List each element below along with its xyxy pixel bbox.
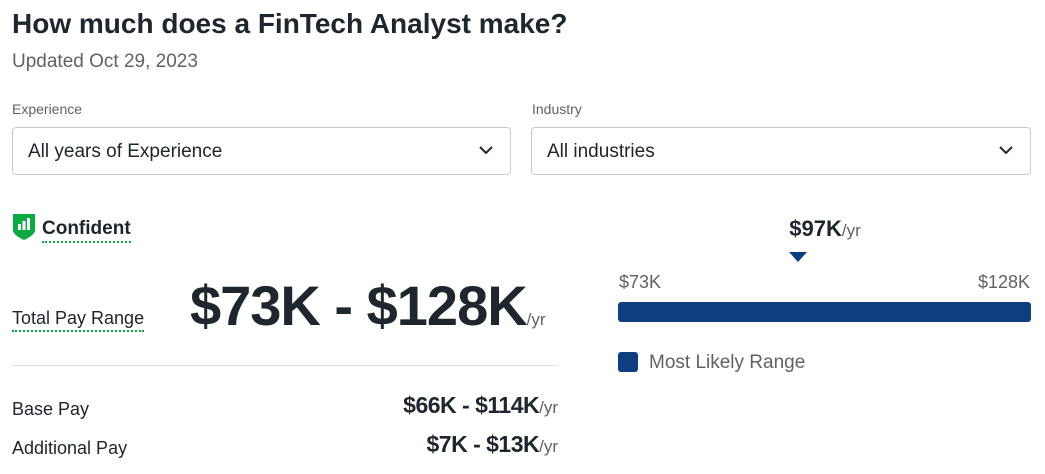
confidence-label[interactable]: Confident bbox=[42, 218, 131, 243]
legend-swatch bbox=[618, 352, 638, 372]
total-pay-value: $73K - $128K bbox=[190, 274, 528, 337]
additional-pay-label: Additional Pay bbox=[12, 438, 128, 458]
updated-date: Updated Oct 29, 2023 bbox=[12, 51, 198, 72]
industry-select-value: All industries bbox=[547, 141, 655, 162]
range-max-label: $128K bbox=[977, 272, 1030, 292]
median-pay: $97K/yr bbox=[780, 216, 870, 242]
base-pay-range: $66K - $114K/yr bbox=[403, 392, 558, 419]
chevron-down-icon bbox=[479, 146, 493, 155]
total-pay-range: $73K - $128K/yr bbox=[190, 278, 546, 334]
experience-filter-label: Experience bbox=[12, 101, 83, 117]
total-pay-unit: /yr bbox=[526, 310, 546, 329]
experience-select-value: All years of Experience bbox=[28, 141, 223, 162]
base-pay-value: $66K - $114K bbox=[403, 392, 540, 418]
additional-pay-unit: /yr bbox=[539, 437, 558, 456]
experience-select[interactable]: All years of Experience bbox=[12, 127, 511, 175]
base-pay-label: Base Pay bbox=[12, 399, 90, 419]
additional-pay-range: $7K - $13K/yr bbox=[426, 431, 558, 458]
median-pay-value: $97K bbox=[789, 216, 842, 241]
median-marker-icon bbox=[789, 252, 808, 262]
page-title: How much does a FinTech Analyst make? bbox=[12, 8, 568, 39]
base-pay-unit: /yr bbox=[539, 398, 558, 417]
chevron-down-icon bbox=[999, 146, 1013, 155]
industry-filter-label: Industry bbox=[532, 101, 582, 117]
pay-range-bar bbox=[618, 302, 1031, 322]
bar-chart-shield-icon bbox=[13, 214, 35, 240]
total-pay-label[interactable]: Total Pay Range bbox=[12, 307, 145, 332]
additional-pay-value: $7K - $13K bbox=[426, 431, 540, 457]
industry-select[interactable]: All industries bbox=[531, 127, 1031, 175]
median-pay-unit: /yr bbox=[841, 221, 861, 240]
legend-label: Most Likely Range bbox=[649, 352, 806, 373]
divider bbox=[12, 365, 558, 366]
range-min-label: $73K bbox=[619, 272, 662, 292]
most-likely-range-fill bbox=[618, 302, 1031, 322]
